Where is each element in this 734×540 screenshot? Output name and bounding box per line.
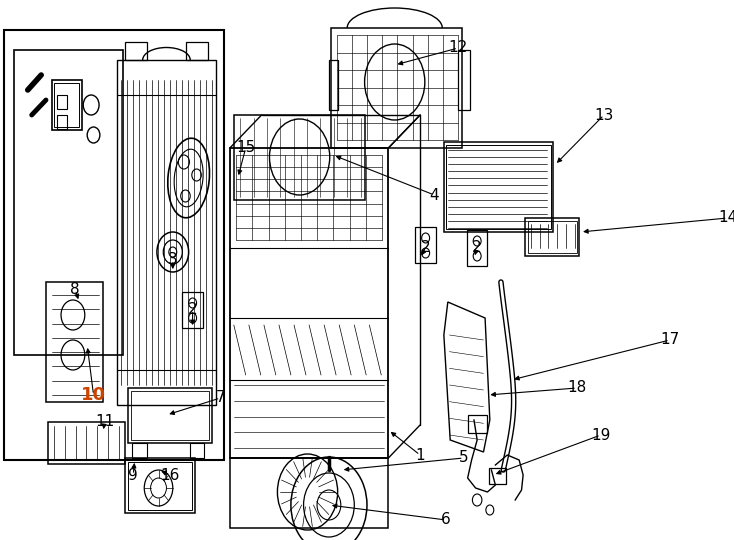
Bar bbox=[14, 50, 123, 355]
Bar bbox=[186, 42, 208, 60]
Bar bbox=[128, 388, 211, 443]
Bar bbox=[446, 145, 550, 229]
Text: 2: 2 bbox=[188, 302, 197, 318]
Text: 16: 16 bbox=[161, 468, 180, 483]
Bar bbox=[528, 221, 577, 253]
Text: 9: 9 bbox=[128, 468, 138, 483]
Text: 8: 8 bbox=[70, 282, 80, 298]
Text: 1: 1 bbox=[415, 448, 425, 462]
Bar bbox=[126, 42, 148, 60]
Bar bbox=[126, 458, 195, 513]
Bar bbox=[4, 30, 225, 460]
Bar bbox=[132, 443, 147, 458]
Bar bbox=[54, 83, 79, 127]
Bar bbox=[415, 227, 436, 263]
Text: 12: 12 bbox=[448, 40, 468, 56]
Bar bbox=[526, 218, 579, 256]
Bar bbox=[128, 462, 192, 510]
Bar bbox=[331, 28, 462, 148]
Text: 3: 3 bbox=[168, 253, 178, 267]
Bar bbox=[230, 458, 388, 528]
Text: 2: 2 bbox=[421, 240, 430, 255]
Text: 17: 17 bbox=[660, 333, 680, 348]
Bar bbox=[230, 148, 388, 458]
Text: 2: 2 bbox=[473, 240, 482, 255]
Bar bbox=[48, 422, 126, 464]
Bar bbox=[234, 115, 365, 200]
Bar bbox=[46, 282, 103, 402]
Text: 13: 13 bbox=[595, 107, 614, 123]
Bar bbox=[468, 415, 487, 433]
Bar bbox=[131, 391, 209, 440]
Bar bbox=[182, 292, 203, 328]
Text: 11: 11 bbox=[95, 415, 115, 429]
Text: 4: 4 bbox=[429, 187, 439, 202]
Text: 14: 14 bbox=[718, 211, 734, 226]
Bar bbox=[51, 80, 81, 130]
Text: 15: 15 bbox=[236, 140, 255, 156]
Bar bbox=[117, 60, 217, 405]
Bar bbox=[444, 142, 553, 232]
Text: 7: 7 bbox=[216, 390, 225, 406]
Bar bbox=[489, 468, 506, 484]
Bar bbox=[467, 230, 487, 266]
Bar bbox=[190, 443, 205, 458]
Text: 10: 10 bbox=[81, 386, 106, 404]
Bar bbox=[57, 95, 67, 109]
Text: 18: 18 bbox=[567, 381, 586, 395]
Text: 5: 5 bbox=[459, 450, 468, 465]
Bar bbox=[329, 60, 338, 110]
Text: 19: 19 bbox=[591, 428, 611, 442]
Text: 6: 6 bbox=[441, 512, 451, 528]
Bar bbox=[57, 115, 67, 129]
Bar bbox=[458, 50, 470, 110]
